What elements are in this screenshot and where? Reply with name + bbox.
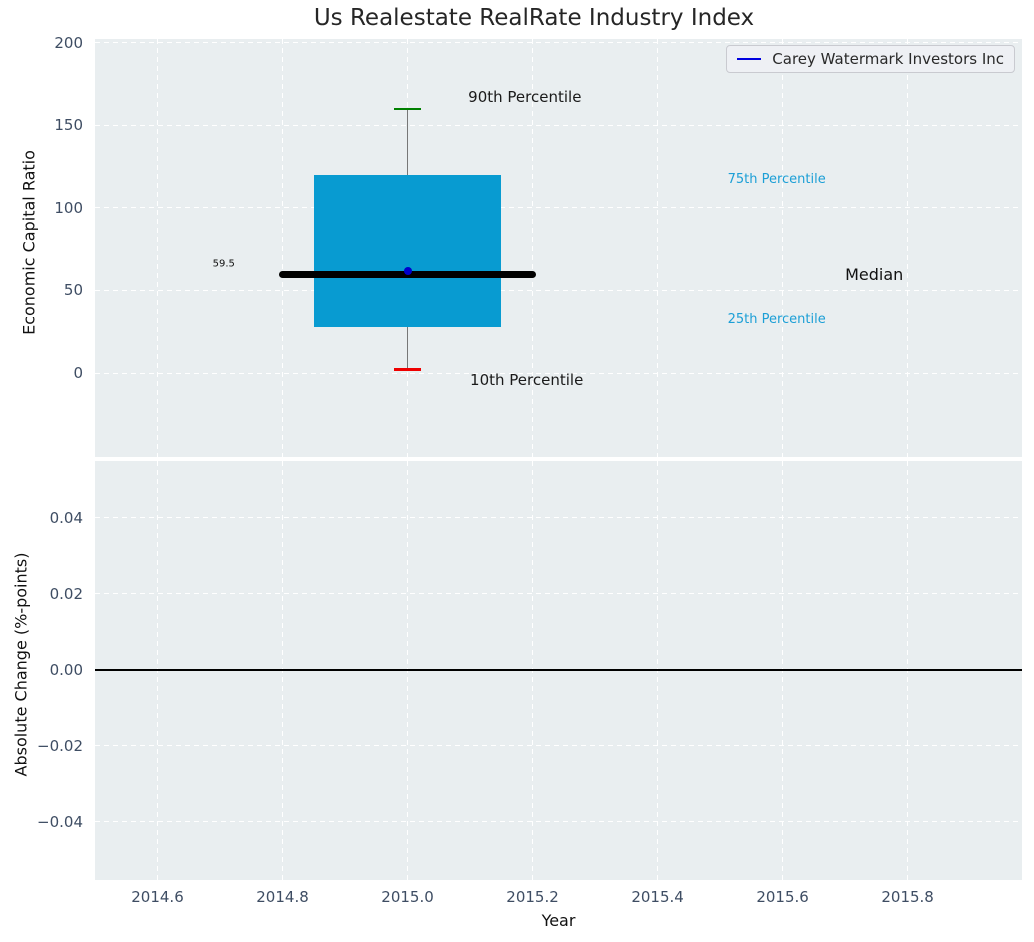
y-tick-label: 50 xyxy=(63,281,83,300)
top-axes-economic-capital-ratio: 90th Percentile 10th Percentile 75th Perce… xyxy=(95,39,1022,457)
interquartile-box xyxy=(313,174,502,327)
gridline-horizontal xyxy=(95,207,1022,209)
gridline-horizontal xyxy=(95,593,1022,595)
chart-title: Us Realestate RealRate Industry Index xyxy=(313,5,755,31)
y-tick-label: 0.02 xyxy=(49,584,83,603)
gridline-vertical xyxy=(157,39,158,457)
gridline-horizontal xyxy=(95,289,1022,291)
x-tick-label: 2015.6 xyxy=(756,888,809,906)
legend-label: Carey Watermark Investors Inc xyxy=(772,50,1004,68)
x-tick-label: 2014.6 xyxy=(131,888,184,906)
annotation-75th-percentile: 75th Percentile xyxy=(727,171,826,187)
annotation-90th-percentile: 90th Percentile xyxy=(468,88,582,107)
y-axis-label-top: Economic Capital Ratio xyxy=(19,150,39,335)
company-marker xyxy=(403,266,412,275)
x-tick-label: 2014.8 xyxy=(256,888,309,906)
gridline-horizontal xyxy=(95,821,1022,823)
gridline-vertical xyxy=(657,39,659,457)
x-tick-label: 2015.0 xyxy=(381,888,434,906)
x-tick-label: 2015.2 xyxy=(506,888,559,906)
x-tick-label: 2015.4 xyxy=(631,888,684,906)
bottom-axes-absolute-change xyxy=(95,461,1022,880)
gridline-vertical xyxy=(782,39,784,457)
y-tick-label: −0.04 xyxy=(37,812,83,831)
y-tick-label: 100 xyxy=(54,198,83,217)
zero-line xyxy=(95,669,1022,671)
annotation-59-5: 59.5 xyxy=(212,258,235,270)
x-tick-label: 2015.8 xyxy=(881,888,934,906)
gridline-horizontal xyxy=(95,42,1022,44)
annotation-10th-percentile: 10th Percentile xyxy=(470,371,584,390)
median-line xyxy=(279,271,536,279)
whisker-cap-10th-percentile xyxy=(394,368,421,371)
y-tick-label: 150 xyxy=(54,116,83,135)
legend-line-swatch xyxy=(737,58,762,60)
gridline-vertical xyxy=(532,39,534,457)
y-tick-label: −0.02 xyxy=(37,736,83,755)
gridline-horizontal xyxy=(95,124,1022,126)
y-tick-label: 0.04 xyxy=(49,508,83,527)
y-tick-label: 0.00 xyxy=(49,660,83,679)
y-tick-label: 200 xyxy=(54,33,83,52)
legend: Carey Watermark Investors Inc xyxy=(726,45,1015,73)
annotation-median: Median xyxy=(845,265,904,285)
y-tick-label: 0 xyxy=(73,364,83,382)
gridline-horizontal xyxy=(95,517,1022,519)
gridline-vertical xyxy=(282,39,284,457)
x-axis-label: Year xyxy=(541,911,576,930)
gridline-horizontal xyxy=(95,372,1022,374)
gridline-vertical xyxy=(907,39,909,457)
annotation-25th-percentile: 25th Percentile xyxy=(727,312,826,328)
whisker-cap-90th-percentile xyxy=(394,107,421,111)
gridline-horizontal xyxy=(95,745,1022,747)
